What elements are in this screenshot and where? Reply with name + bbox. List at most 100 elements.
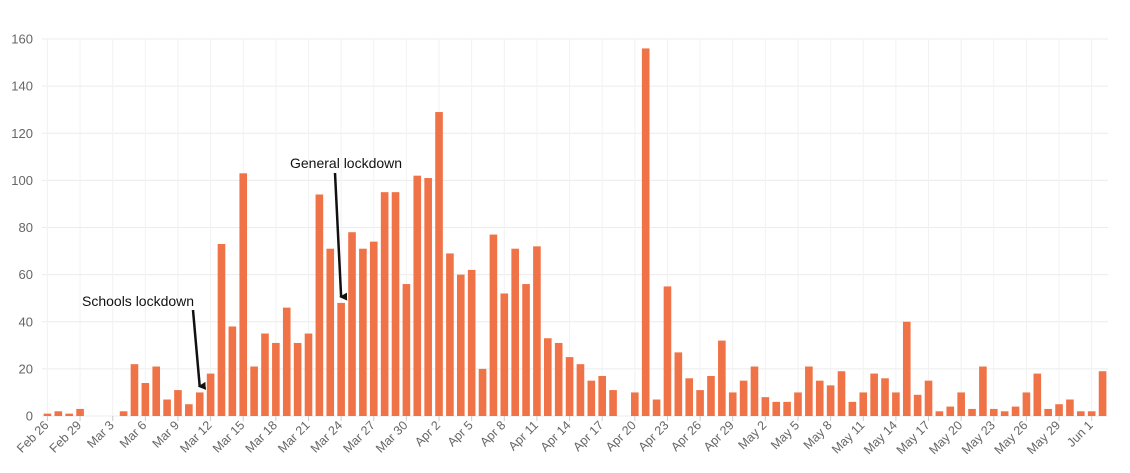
bar <box>359 248 367 416</box>
bar <box>598 375 607 416</box>
bar <box>152 366 161 416</box>
bar <box>674 352 683 416</box>
bar <box>750 366 759 416</box>
bar <box>282 307 291 416</box>
x-tick-label: Apr 26 <box>668 418 704 454</box>
bar <box>957 392 965 416</box>
bar <box>185 404 193 416</box>
bar <box>1033 373 1042 416</box>
y-tick-label: 160 <box>11 32 33 47</box>
x-tick-label: May 29 <box>1024 418 1063 457</box>
x-tick-label: Apr 17 <box>570 418 606 454</box>
bar <box>641 48 650 417</box>
x-tick-label: Mar 6 <box>117 418 150 451</box>
bar <box>174 390 182 416</box>
bar <box>511 248 519 416</box>
bar <box>228 326 237 416</box>
bar <box>663 286 672 416</box>
bar <box>119 411 128 416</box>
bar <box>1055 404 1063 416</box>
bar <box>206 373 215 416</box>
bar <box>1098 371 1107 416</box>
bar <box>805 366 813 416</box>
bar <box>1087 411 1096 416</box>
y-tick-label: 20 <box>19 361 33 376</box>
x-tick-label: May 20 <box>926 418 965 457</box>
x-tick-label: Apr 14 <box>538 418 574 454</box>
y-tick-label: 140 <box>11 79 33 94</box>
bar <box>913 394 922 416</box>
bar <box>707 375 715 416</box>
bar <box>848 401 857 416</box>
bar <box>989 408 998 416</box>
bar <box>902 321 911 416</box>
y-tick-label: 0 <box>26 409 33 424</box>
bar <box>456 274 465 416</box>
bar <box>609 390 617 416</box>
bar <box>522 284 530 416</box>
annotation-label: Schools lockdown <box>82 293 194 309</box>
x-tick-label: Mar 3 <box>84 418 117 451</box>
bar <box>815 380 824 416</box>
bar <box>435 112 443 416</box>
y-tick-label: 120 <box>11 126 33 141</box>
bar <box>380 192 389 416</box>
bar <box>892 392 900 416</box>
x-tick-label: Mar 21 <box>275 418 312 455</box>
bar <box>924 380 933 416</box>
bar <box>326 248 335 416</box>
x-tick-label: Mar 24 <box>308 418 345 455</box>
bar <box>761 397 770 416</box>
bar <box>1022 392 1031 416</box>
bar <box>794 392 802 416</box>
x-tick-label: May 17 <box>894 418 933 457</box>
bar <box>968 408 976 416</box>
bar <box>239 173 248 416</box>
bar <box>369 241 378 416</box>
x-tick-label: Mar 15 <box>210 418 247 455</box>
bar <box>565 357 574 416</box>
bar <box>979 366 987 416</box>
x-tick-label: May 23 <box>959 418 998 457</box>
bar <box>195 392 204 416</box>
bar <box>337 302 345 416</box>
bar <box>554 342 563 416</box>
annotation-arrow <box>191 309 207 390</box>
bar <box>489 234 498 416</box>
bar <box>718 340 726 416</box>
bar <box>348 232 356 416</box>
x-tick-label: Apr 23 <box>636 418 672 454</box>
x-tick-label: Mar 30 <box>373 418 410 455</box>
x-tick-label: Apr 2 <box>412 418 443 449</box>
bar <box>65 413 74 416</box>
bar <box>1076 411 1085 416</box>
bar <box>250 366 258 416</box>
bar <box>739 380 748 416</box>
bar <box>304 333 313 416</box>
bar <box>130 364 139 416</box>
bar <box>293 342 302 416</box>
bar <box>76 408 84 416</box>
bar <box>837 371 846 416</box>
bar <box>43 413 52 416</box>
y-tick-label: 40 <box>19 314 33 329</box>
bar <box>870 373 878 416</box>
x-tick-label: Feb 26 <box>14 418 51 455</box>
bar <box>163 399 171 416</box>
bar <box>478 368 487 416</box>
y-tick-label: 80 <box>19 220 33 235</box>
x-tick-label: Apr 5 <box>445 418 476 449</box>
bar <box>728 392 737 416</box>
bar <box>446 253 454 416</box>
bar <box>217 243 226 416</box>
x-tick-label: Apr 8 <box>477 418 508 449</box>
bar <box>424 178 432 416</box>
bars <box>43 48 1107 417</box>
annotation-arrow <box>333 172 348 301</box>
bar <box>1000 411 1009 416</box>
bar <box>1011 406 1020 416</box>
x-tick-label: Apr 20 <box>603 418 639 454</box>
bar <box>783 401 791 416</box>
bar <box>141 383 150 416</box>
x-tick-label: Mar 18 <box>243 418 280 455</box>
